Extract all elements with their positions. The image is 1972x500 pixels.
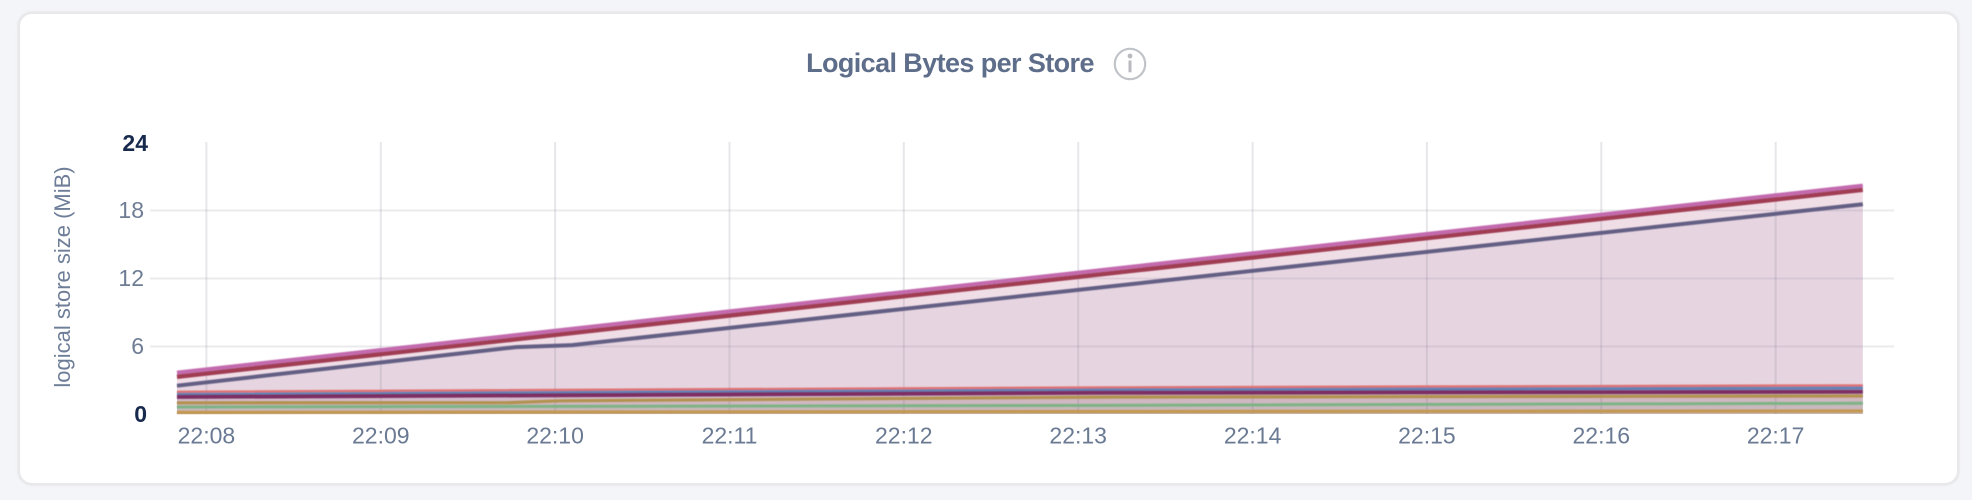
svg-text:6: 6 <box>131 333 144 359</box>
svg-text:22:17: 22:17 <box>1747 423 1805 449</box>
svg-text:logical store size (MiB): logical store size (MiB) <box>50 166 75 387</box>
svg-text:12: 12 <box>118 265 144 291</box>
svg-text:22:13: 22:13 <box>1049 423 1107 449</box>
svg-text:22:09: 22:09 <box>352 423 410 449</box>
svg-text:22:12: 22:12 <box>875 423 933 449</box>
svg-text:0: 0 <box>134 401 147 427</box>
svg-text:18: 18 <box>118 197 144 223</box>
svg-text:22:14: 22:14 <box>1224 423 1282 449</box>
svg-text:24: 24 <box>122 130 148 156</box>
svg-text:22:16: 22:16 <box>1573 423 1631 449</box>
svg-text:22:11: 22:11 <box>702 423 758 449</box>
svg-text:22:15: 22:15 <box>1398 423 1456 449</box>
svg-text:22:08: 22:08 <box>178 423 236 449</box>
svg-text:22:10: 22:10 <box>526 423 584 449</box>
